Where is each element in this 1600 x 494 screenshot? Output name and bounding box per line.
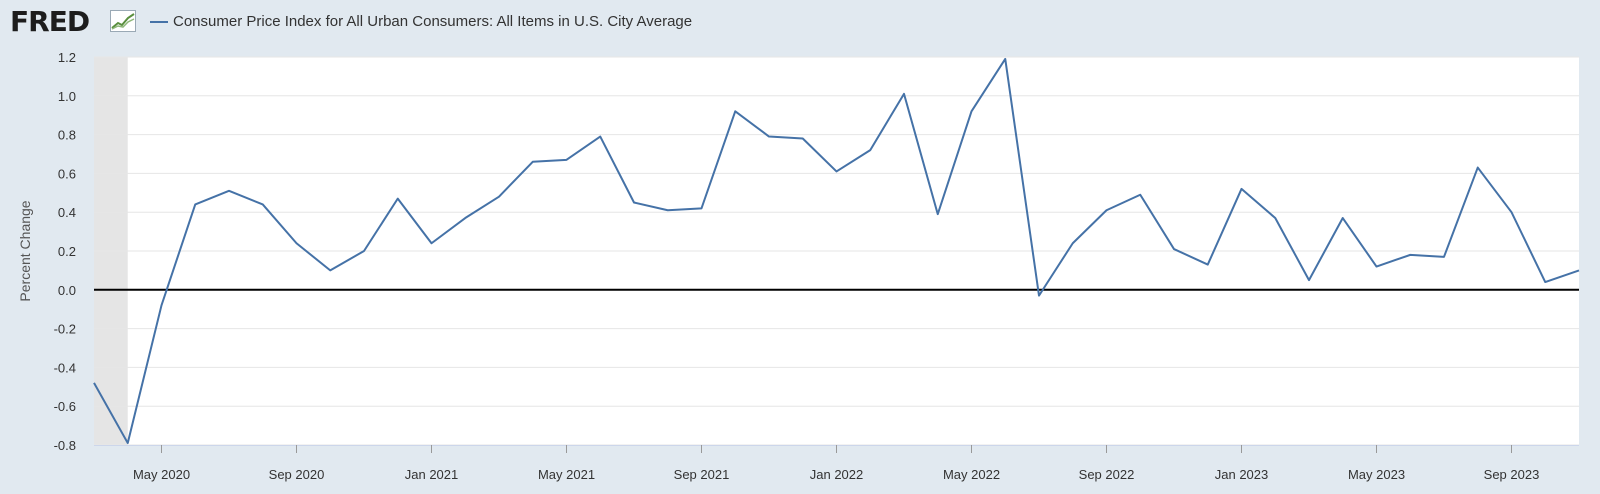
x-tick-label: May 2021 [538,467,595,482]
x-tick-label: Sep 2020 [269,467,325,482]
y-axis-ticks: 1.2 1.0 0.8 0.6 0.4 0.2 0.0 -0.2 -0.4 -0.6 -0.8 [54,50,76,453]
y-tick-label: 0.2 [58,244,76,259]
x-axis: May 2020 Sep 2020 Jan 2021 May 2021 Sep 2021… [94,445,1579,482]
x-tick-label: May 2020 [133,467,190,482]
legend-swatch [150,21,168,23]
fred-logo[interactable]: FRED [10,5,90,38]
x-tick-label: Jan 2021 [405,467,459,482]
x-tick-label: Sep 2022 [1079,467,1135,482]
y-tick-label: 0.8 [58,128,76,143]
x-tick-label: Jan 2023 [1215,467,1269,482]
x-tick-label: Jan 2022 [810,467,864,482]
x-tick-label: Sep 2021 [674,467,730,482]
y-tick-label: -0.2 [54,322,76,337]
y-tick-label: -0.4 [54,360,76,375]
y-tick-label: -0.8 [54,438,76,453]
legend-series-label: Consumer Price Index for All Urban Consu… [173,13,693,30]
y-tick-label: 0.4 [58,205,76,220]
y-tick-label: 0.6 [58,166,76,181]
x-tick-label: Sep 2023 [1484,467,1540,482]
gridlines [94,56,1579,446]
x-tick-label: May 2023 [1348,467,1405,482]
y-tick-label: 0.0 [58,283,76,298]
graph-header: FRED Consumer Price Index for All Urban … [0,0,1600,44]
y-axis-title: Percent Change [17,200,33,301]
y-tick-label: 1.0 [58,89,76,104]
y-tick-label: -0.6 [54,399,76,414]
x-tick-label: May 2022 [943,467,1000,482]
y-tick-label: 1.2 [58,50,76,65]
series-line [93,57,1580,445]
fred-chart-icon [110,10,136,32]
